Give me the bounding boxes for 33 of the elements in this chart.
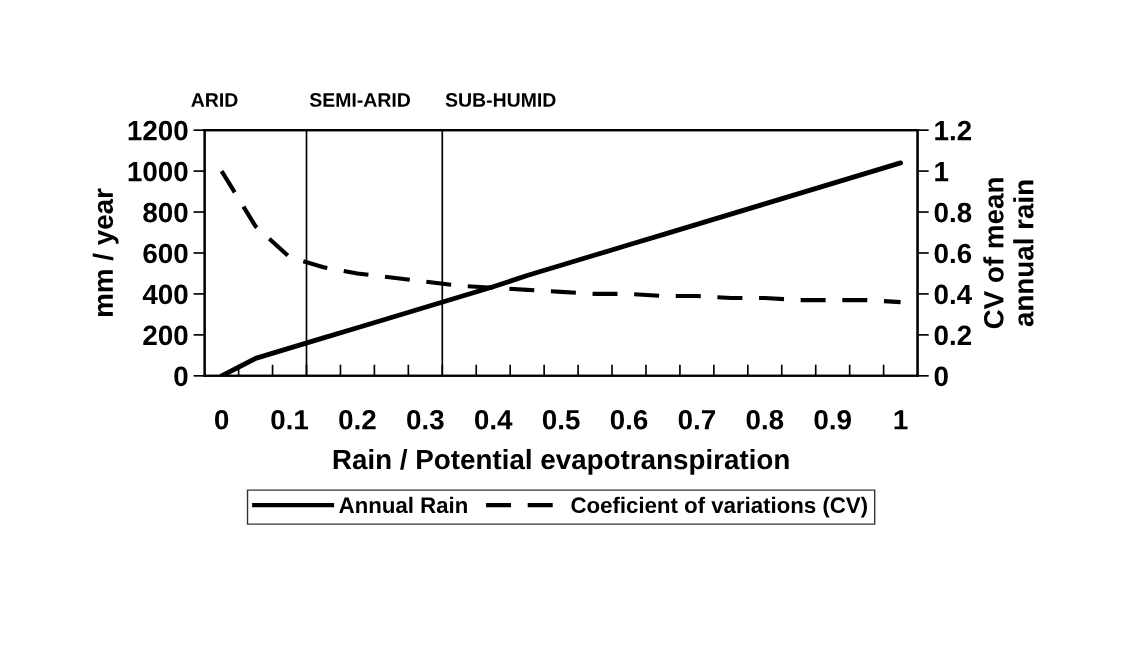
- y2-tick-label: 0.4: [934, 284, 972, 305]
- y-tick-label: 1200: [128, 120, 188, 141]
- x-tick-label: 0.1: [271, 409, 309, 430]
- y-tick-label: 600: [143, 243, 188, 264]
- y2-axis-title: CV of mean annual rain: [983, 178, 1034, 329]
- x-tick-label: 0.8: [746, 409, 784, 430]
- x-tick-label: 0.9: [814, 409, 851, 430]
- x-tick-label: 0.6: [610, 409, 648, 430]
- x-tick-label: 0.5: [542, 409, 580, 430]
- x-tick-label: 0.2: [339, 409, 376, 430]
- x-axis-title: Rain / Potential evapotranspiration: [333, 448, 789, 475]
- text: ARID: [191, 93, 238, 107]
- y-tick-label: 200: [143, 325, 188, 346]
- x-tick-label: 0.4: [475, 409, 513, 430]
- legend-label: Annual Rain: [339, 496, 467, 514]
- y2-tick-label: 1.2: [935, 120, 972, 141]
- y2-tick-label: 1: [935, 162, 949, 182]
- y2-tick-label: 0.6: [934, 243, 972, 264]
- ref-line-label: SUB-HUMID: [445, 93, 556, 107]
- y-tick-label: 400: [142, 284, 188, 305]
- x-tick-label: 0.3: [407, 409, 444, 430]
- x-tick-label: 0: [215, 409, 229, 430]
- y2-tick-label: 0: [934, 366, 948, 387]
- legend-label: Coeficient of variations (CV): [571, 496, 867, 518]
- y-tick-label: 800: [143, 202, 188, 223]
- x-tick-label: 1: [894, 410, 908, 430]
- x-tick-label: 0.7: [678, 409, 715, 430]
- y-tick-label: 0: [174, 366, 188, 387]
- y-tick-label: 1000: [128, 161, 188, 182]
- y-axis-title: mm / year: [92, 188, 119, 316]
- ref-line-label: SEMI-ARID: [309, 93, 411, 107]
- y2-tick-label: 0.8: [934, 202, 972, 223]
- y2-tick-label: 0.2: [934, 325, 972, 346]
